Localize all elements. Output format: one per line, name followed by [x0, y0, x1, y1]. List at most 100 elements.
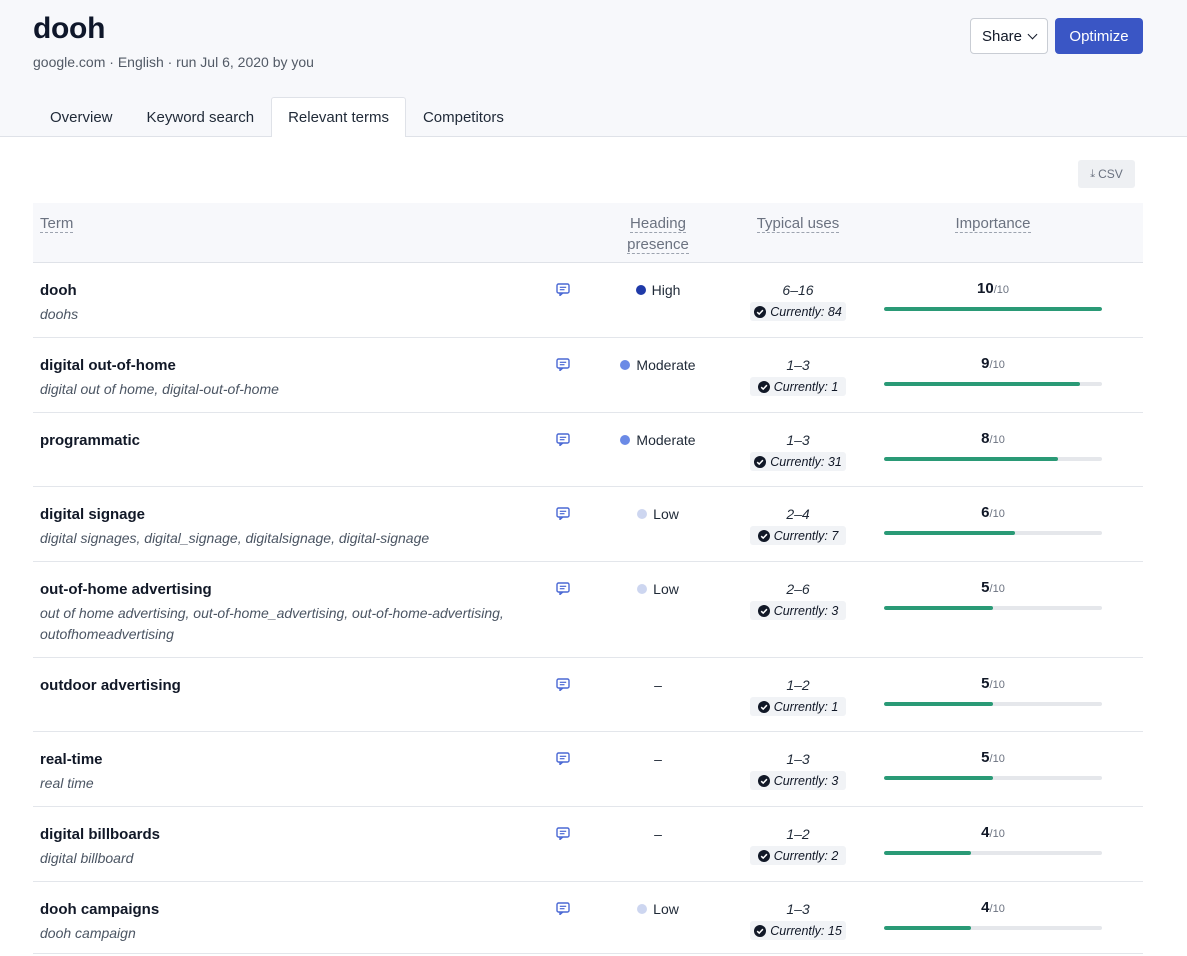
current-uses-badge: Currently: 2	[750, 846, 846, 865]
importance-value: 5	[981, 749, 990, 766]
comment-icon[interactable]	[556, 752, 570, 765]
current-uses-badge: Currently: 31	[750, 452, 846, 471]
importance-bar-fill	[884, 606, 993, 610]
importance-bar	[884, 926, 1102, 930]
comment-icon[interactable]	[556, 283, 570, 296]
typical-uses-range: 1–3	[786, 901, 810, 917]
check-circle-icon	[757, 380, 770, 393]
column-header-heading-presence[interactable]: Heading presence	[627, 215, 689, 254]
current-uses-text: Currently: 31	[770, 454, 842, 469]
current-uses-text: Currently: 7	[773, 528, 839, 543]
typical-uses-range: 1–2	[786, 677, 810, 693]
term-variants: real time	[40, 775, 94, 791]
column-header-term[interactable]: Term	[40, 215, 74, 233]
importance-bar	[884, 457, 1102, 461]
term-name: digital signage	[40, 506, 146, 523]
comment-icon[interactable]	[556, 827, 570, 840]
importance-bar	[884, 531, 1102, 535]
current-uses-text: Currently: 2	[773, 848, 839, 863]
importance-bar-fill	[884, 702, 993, 706]
term-name: dooh	[40, 282, 77, 299]
comment-icon[interactable]	[556, 507, 570, 520]
heading-presence-dot	[637, 904, 648, 914]
term-variants: out of home advertising, out-of-home_adv…	[40, 605, 504, 642]
current-uses-badge: Currently: 3	[750, 771, 846, 790]
tab-competitors[interactable]: Competitors	[422, 109, 504, 126]
current-uses-badge: Currently: 7	[750, 526, 846, 545]
share-label: Share	[981, 27, 1023, 45]
current-uses-text: Currently: 1	[773, 699, 839, 714]
heading-presence: –	[598, 677, 718, 693]
importance-score: 8/10	[884, 430, 1102, 447]
importance-bar	[884, 307, 1102, 311]
heading-presence-dot	[620, 435, 631, 445]
comment-icon[interactable]	[556, 678, 570, 691]
term-name: real-time	[40, 751, 103, 768]
table-body: dooh doohs High 6–16 Currently: 84 10/10 digit…	[33, 263, 1143, 954]
importance-score: 5/10	[884, 749, 1102, 766]
current-uses-text: Currently: 3	[773, 603, 839, 618]
comment-icon[interactable]	[556, 582, 570, 595]
importance-bar-fill	[884, 382, 1081, 386]
importance-max: /10	[989, 903, 1005, 915]
share-button[interactable]: Share	[970, 18, 1048, 54]
importance-bar	[884, 851, 1102, 855]
term-name: digital billboards	[40, 826, 161, 843]
term-name: out-of-home advertising	[40, 581, 212, 598]
importance-bar-fill	[884, 457, 1059, 461]
heading-presence-label: Moderate	[636, 432, 696, 448]
heading-presence-label: –	[654, 826, 662, 842]
current-uses-badge: Currently: 15	[750, 921, 846, 940]
table-row: dooh campaigns dooh campaign Low 1–3 Current…	[33, 882, 1143, 954]
column-header-typical-uses[interactable]: Typical uses	[756, 215, 840, 233]
tab-keyword-search[interactable]: Keyword search	[146, 109, 255, 126]
check-circle-icon	[757, 700, 770, 713]
download-icon: ⤓	[1090, 167, 1096, 180]
importance-value: 10	[977, 280, 994, 297]
importance-score: 6/10	[884, 504, 1102, 521]
heading-presence-label: –	[654, 677, 662, 693]
comment-icon[interactable]	[556, 358, 570, 371]
csv-export-button[interactable]: ⤓ CSV	[1078, 160, 1135, 188]
heading-presence-label: –	[654, 751, 662, 767]
importance-max: /10	[993, 284, 1009, 296]
importance-score: 5/10	[884, 675, 1102, 692]
importance-score: 9/10	[884, 355, 1102, 372]
current-uses-text: Currently: 1	[773, 379, 839, 394]
term-name: programmatic	[40, 432, 141, 449]
table-row: digital signage digital signages, digital…	[33, 487, 1143, 562]
table-row: programmatic Moderate 1–3 Currently: 31 8/10	[33, 413, 1143, 487]
table-row: out-of-home advertising out of home adver…	[33, 562, 1143, 658]
comment-icon[interactable]	[556, 902, 570, 915]
typical-uses-range: 2–4	[786, 506, 810, 522]
table-row: dooh doohs High 6–16 Currently: 84 10/10	[33, 263, 1143, 338]
importance-max: /10	[989, 679, 1005, 691]
typical-uses-range: 6–16	[782, 282, 814, 298]
column-header-importance[interactable]: Importance	[955, 215, 1031, 233]
importance-value: 4	[981, 899, 990, 916]
comment-icon[interactable]	[556, 433, 570, 446]
chevron-down-icon	[1027, 29, 1038, 39]
check-circle-icon	[754, 305, 767, 318]
heading-presence-label: Low	[653, 506, 679, 522]
term-variants: digital billboard	[40, 850, 134, 866]
optimize-button[interactable]: Optimize	[1055, 18, 1143, 54]
heading-presence-label: Low	[653, 581, 679, 597]
term-name: outdoor advertising	[40, 677, 181, 694]
importance-max: /10	[989, 434, 1005, 446]
table-row: digital billboards digital billboard – 1–2 C…	[33, 807, 1143, 882]
tab-relevant-terms[interactable]: Relevant terms	[271, 97, 406, 137]
importance-score: 4/10	[884, 899, 1102, 916]
heading-presence: Moderate	[598, 432, 718, 448]
report-header: dooh google.com · English · run Jul 6, 2…	[0, 0, 1187, 137]
importance-value: 8	[981, 430, 990, 447]
table-row: outdoor advertising – 1–2 Currently: 1 5/10	[33, 658, 1143, 732]
report-meta: google.com · English · run Jul 6, 2020 b…	[33, 54, 314, 70]
importance-bar	[884, 382, 1102, 386]
term-name: digital out-of-home	[40, 357, 176, 374]
tab-overview[interactable]: Overview	[50, 109, 113, 126]
typical-uses-range: 2–6	[786, 581, 810, 597]
importance-bar-fill	[884, 851, 972, 855]
table-header: Term Heading presence Typical uses Import…	[33, 203, 1143, 263]
importance-value: 9	[981, 355, 990, 372]
